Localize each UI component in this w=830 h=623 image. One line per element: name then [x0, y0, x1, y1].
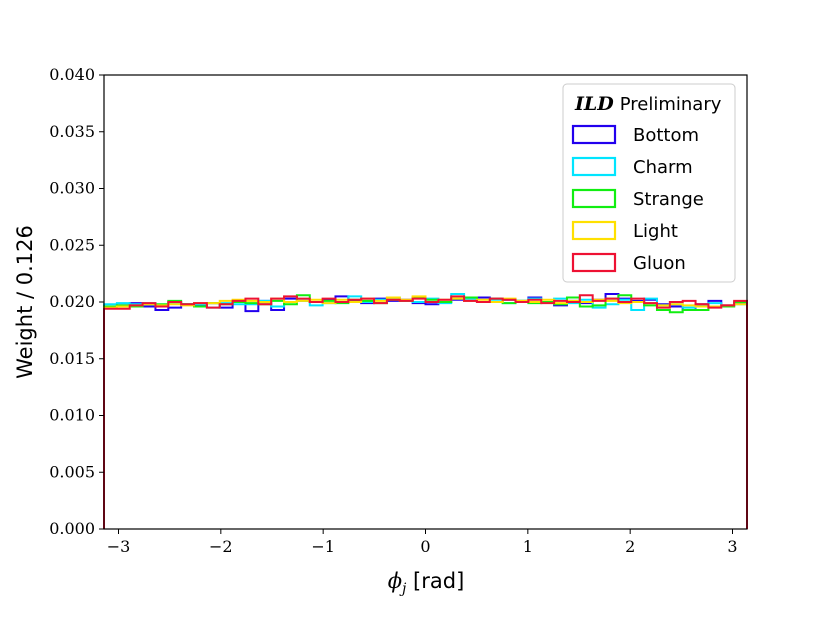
y-tick-label: 0.005: [49, 462, 95, 481]
x-tick-label: 1: [523, 537, 533, 556]
legend-swatch-light: [571, 220, 617, 241]
legend-label-gluon: Gluon: [633, 253, 686, 274]
x-tick-label: −1: [311, 537, 335, 556]
y-tick-label: 0.040: [49, 65, 95, 84]
ticks-layer: −3 −2 −1 0 1 2 3 0.000 0.005 0.010 0.015 0.020 0.025…: [49, 65, 737, 556]
legend-title-preliminary: Preliminary: [620, 94, 722, 115]
legend-label-light: Light: [633, 221, 678, 242]
legend-title: ILD Preliminary: [574, 93, 722, 115]
y-tick-label: 0.035: [49, 122, 95, 141]
legend-swatch-strange: [571, 188, 617, 209]
legend-swatch-gluon: [571, 252, 617, 273]
y-tick-label: 0.000: [49, 519, 95, 538]
series-line-gluon: [103, 294, 748, 529]
y-tick-label: 0.020: [49, 292, 95, 311]
x-axis-label-symbol: ϕ: [388, 569, 402, 593]
legend-swatch-charm: [571, 156, 617, 177]
y-tick-label: 0.010: [49, 406, 95, 425]
y-tick-label: 0.030: [49, 179, 95, 198]
y-axis-label: Weight / 0.126: [13, 225, 37, 379]
series-layer: [103, 293, 748, 529]
legend: ILD Preliminary Bottom Charm Strange Light Gl…: [562, 83, 736, 283]
x-axis-label-unit: [rad]: [406, 569, 464, 593]
x-tick-label: −3: [107, 537, 131, 556]
x-tick-label: 0: [420, 537, 430, 556]
legend-label-strange: Strange: [633, 189, 704, 210]
legend-title-ild: ILD: [574, 93, 614, 115]
x-axis-label: ϕj [rad]: [388, 569, 465, 597]
legend-box: [562, 83, 736, 283]
x-tick-label: −2: [209, 537, 233, 556]
legend-entries: Bottom Charm Strange Light Gluon: [571, 124, 704, 274]
x-axis-label-subscript: j: [399, 581, 407, 597]
y-tick-label: 0.025: [49, 235, 95, 254]
x-tick-label: 2: [625, 537, 635, 556]
legend-label-bottom: Bottom: [633, 125, 699, 146]
y-tick-label: 0.015: [49, 349, 95, 368]
legend-swatch-bottom: [571, 124, 617, 145]
legend-label-charm: Charm: [633, 157, 693, 178]
x-tick-label: 3: [727, 537, 737, 556]
